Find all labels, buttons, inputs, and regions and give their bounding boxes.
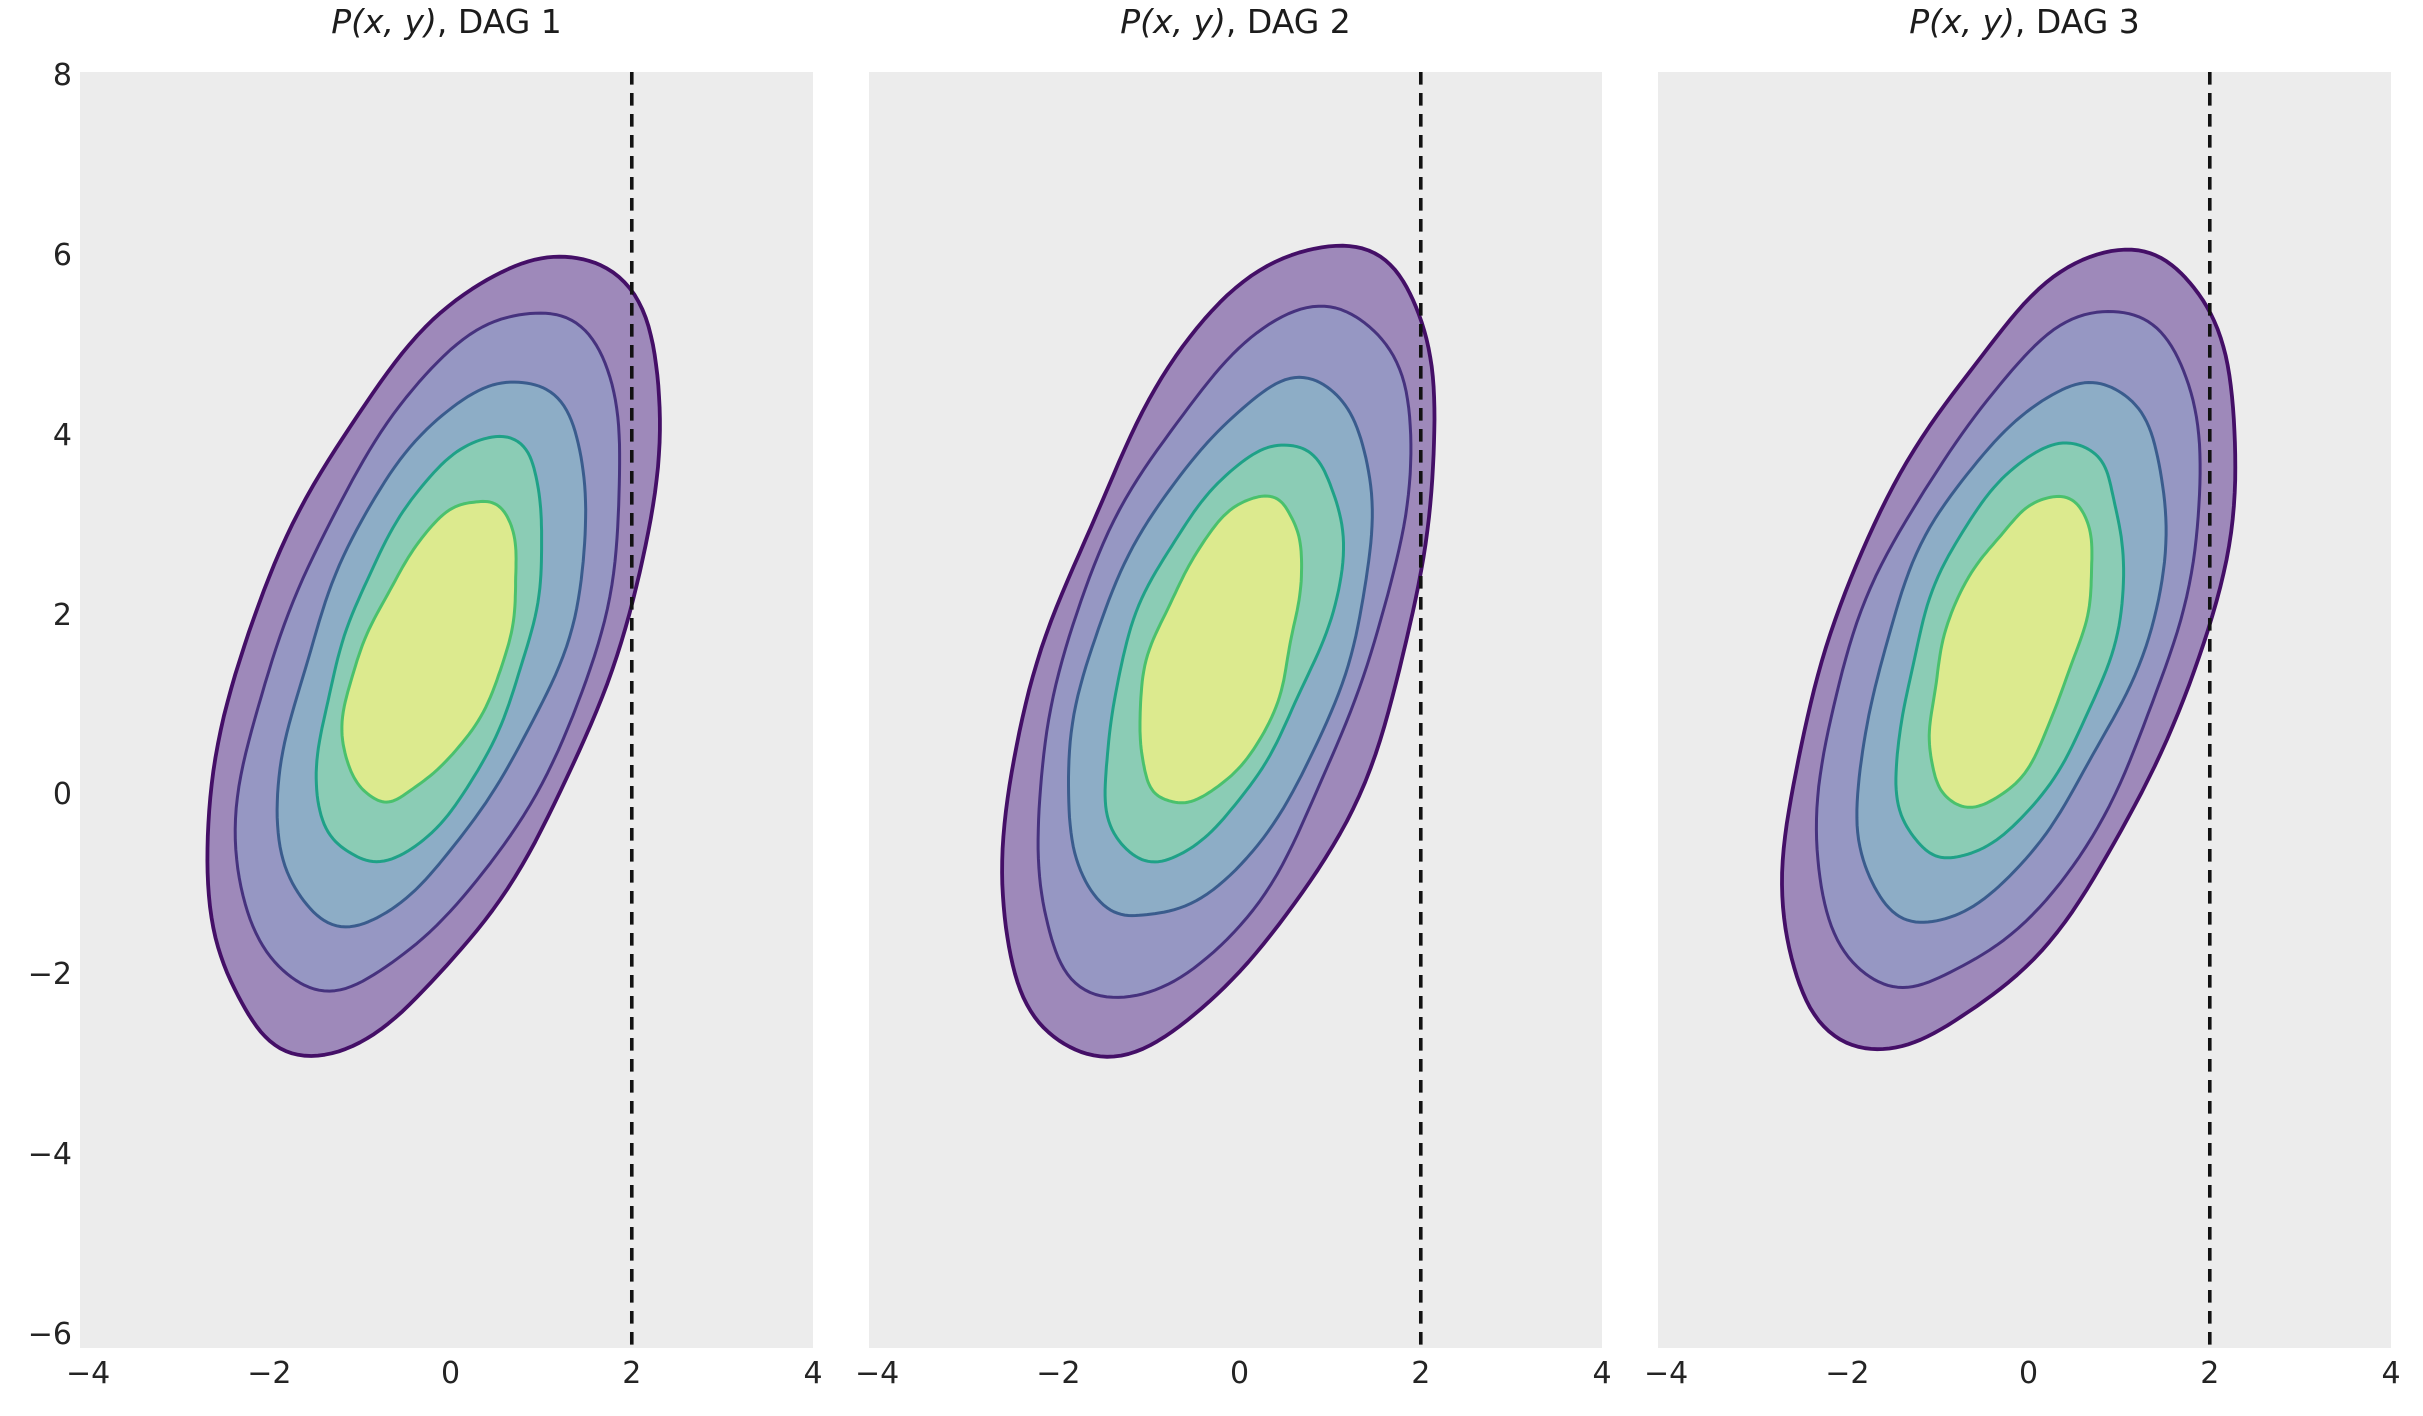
kde-contour-canvas — [1000, 72, 1437, 1348]
x-tick-label: −2 — [1825, 1356, 1870, 1391]
density-contour-level-5 — [340, 499, 518, 804]
y-tick-label: −4 — [27, 1136, 72, 1172]
title-math-part: P(x, y) — [1120, 2, 1226, 41]
x-tick-label: 2 — [622, 1356, 642, 1391]
x-tick-label: 4 — [1592, 1356, 1612, 1391]
x-tick-label: 4 — [2381, 1356, 2401, 1391]
x-tick-label: 2 — [2200, 1356, 2220, 1391]
x-tick-label: 0 — [441, 1356, 461, 1391]
plot-area — [1658, 72, 2391, 1348]
x-tick-label: 4 — [803, 1356, 823, 1391]
subplot-title: P(x, y), DAG 1 — [80, 2, 813, 41]
plot-area — [80, 72, 813, 1348]
x-tick-label: −2 — [1036, 1356, 1081, 1391]
subplot-title: P(x, y), DAG 3 — [1658, 2, 2391, 41]
y-tick-label: −2 — [27, 956, 72, 992]
x-tick-label: 0 — [1230, 1356, 1250, 1391]
y-tick-label: 4 — [52, 417, 72, 453]
y-tick-label: −6 — [27, 1316, 72, 1352]
subplot-dag-1: P(x, y), DAG 1 8 6 4 2 0 −2 −4 −6 −4 −2 0 2 4 — [28, 0, 823, 1416]
kde-contour-canvas — [1780, 72, 2238, 1348]
x-tick-label: −2 — [247, 1356, 292, 1391]
y-tick-label: 8 — [52, 58, 72, 94]
subplot-title: P(x, y), DAG 2 — [869, 2, 1602, 41]
kde-contour-canvas — [205, 72, 662, 1348]
x-tick-label: −4 — [855, 1356, 900, 1391]
title-math-part: P(x, y) — [1909, 2, 2015, 41]
x-tick-label: 2 — [1411, 1356, 1431, 1391]
density-contour-level-5 — [1927, 494, 2094, 809]
plot-area — [869, 72, 1602, 1348]
title-rest-part: , DAG 1 — [436, 2, 562, 41]
density-contour-level-5 — [1138, 494, 1304, 805]
x-tick-label: −4 — [66, 1356, 111, 1391]
title-rest-part: , DAG 3 — [2014, 2, 2140, 41]
y-tick-label: 0 — [52, 777, 72, 813]
y-tick-label: 2 — [52, 597, 72, 633]
subplot-dag-2: P(x, y), DAG 2 −4 −2 0 2 4 — [855, 0, 1612, 1416]
subplot-dag-3: P(x, y), DAG 3 −4 −2 0 2 4 — [1644, 0, 2401, 1416]
title-math-part: P(x, y) — [331, 2, 437, 41]
x-tick-label: 0 — [2019, 1356, 2039, 1391]
title-rest-part: , DAG 2 — [1225, 2, 1351, 41]
x-tick-label: −4 — [1644, 1356, 1689, 1391]
y-tick-label: 6 — [52, 238, 72, 274]
